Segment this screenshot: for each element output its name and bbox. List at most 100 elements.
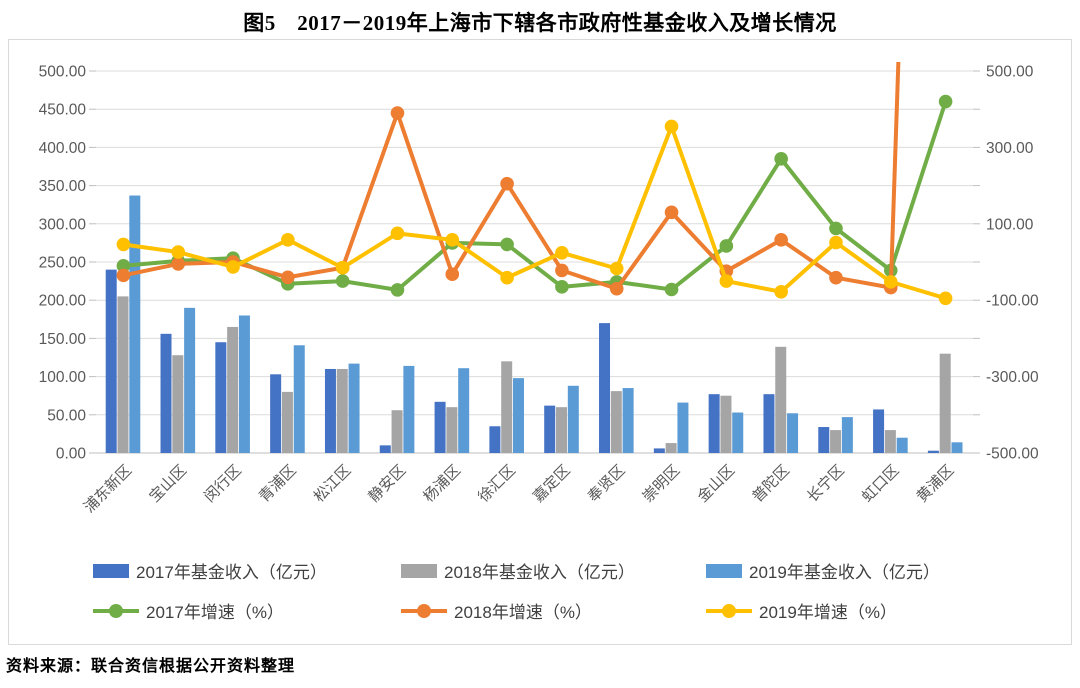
- data-point-marker: [555, 246, 569, 260]
- bar: [567, 385, 579, 453]
- category-label: 静安区: [365, 462, 409, 506]
- bar: [720, 395, 732, 453]
- data-point-marker: [500, 176, 514, 191]
- bar: [238, 315, 250, 453]
- bar: [677, 402, 689, 453]
- chart-area: 0.00 50.00 100.00 150.00 200.00 250.00 300.00 3…: [8, 39, 1072, 645]
- data-point-marker: [445, 233, 460, 247]
- legend-label: 2018年增速（%）: [454, 603, 592, 622]
- bar: [599, 323, 611, 453]
- category-label: 黄浦区: [914, 462, 958, 506]
- legend-swatch-line-2019: [706, 603, 752, 619]
- data-point-marker: [116, 259, 131, 273]
- bar: [105, 269, 117, 453]
- bar: [129, 195, 141, 454]
- left-axis-label: 50.00: [47, 407, 86, 424]
- left-axis-label: 0.00: [56, 446, 87, 463]
- data-point-marker: [445, 267, 460, 282]
- left-axis-label: 250.00: [39, 255, 87, 272]
- left-axis-label: 300.00: [39, 216, 87, 233]
- legend-item-revenue-2018: 2018年基金收入（亿元）: [401, 558, 706, 583]
- data-point-marker: [719, 274, 734, 288]
- category-label: 虹口区: [859, 462, 903, 506]
- line-series-2: [116, 119, 953, 306]
- bar: [446, 407, 458, 453]
- bar: [160, 333, 172, 453]
- data-point-marker: [390, 106, 405, 120]
- data-point-marker: [500, 237, 514, 252]
- data-point-marker: [938, 291, 953, 306]
- data-point-marker: [281, 233, 295, 247]
- bar: [184, 307, 196, 453]
- left-axis-label: 100.00: [39, 369, 87, 386]
- bar: [927, 450, 939, 453]
- left-axis-label: 150.00: [39, 331, 87, 348]
- bar: [787, 413, 799, 453]
- data-point-marker: [664, 205, 679, 220]
- data-point-marker: [883, 275, 898, 289]
- data-point-marker: [829, 221, 843, 236]
- data-point-marker: [774, 152, 788, 166]
- legend-swatch-bar-2018: [401, 563, 437, 578]
- bar: [512, 378, 524, 453]
- bar: [556, 407, 568, 453]
- line-series-1: [116, 62, 901, 296]
- legend-label: 2017年增速（%）: [146, 603, 284, 622]
- bar: [458, 368, 470, 453]
- bar: [544, 405, 556, 453]
- bar: [379, 445, 391, 453]
- category-label: 松江区: [311, 462, 355, 506]
- data-point-marker: [116, 237, 131, 252]
- bar: [653, 448, 665, 453]
- data-point-marker: [664, 119, 679, 134]
- bar: [227, 326, 239, 453]
- chart-canvas: 0.00 50.00 100.00 150.00 200.00 250.00 300.00 3…: [39, 62, 1039, 516]
- legend-item-growth-2017: 2017年增速（%）: [93, 598, 401, 623]
- data-point-marker: [390, 226, 405, 241]
- left-axis-label: 400.00: [39, 140, 87, 157]
- right-axis-label: 500.00: [986, 64, 1034, 81]
- bar: [732, 412, 744, 453]
- data-point-marker: [609, 261, 624, 276]
- bar: [763, 394, 775, 453]
- bar: [818, 427, 830, 453]
- legend-label: 2018年基金收入（亿元）: [444, 563, 635, 582]
- chart-title: 图5 2017－2019年上海市下辖各市政府性基金收入及增长情况: [243, 11, 837, 35]
- bar: [873, 409, 885, 453]
- source-note: 资料来源：联合资信根据公开资料整理: [6, 658, 296, 675]
- category-label: 嘉定区: [530, 462, 574, 506]
- bar: [665, 443, 677, 453]
- category-label: 杨浦区: [420, 462, 464, 506]
- bar: [403, 365, 415, 453]
- legend-swatch-line-2017: [93, 603, 139, 619]
- data-point-marker: [390, 283, 405, 297]
- bar: [489, 426, 501, 453]
- bar: [172, 355, 184, 453]
- legend-row-lines: 2017年增速（%） 2018年增速（%） 2019年增速（%）: [93, 598, 897, 623]
- bar: [939, 353, 951, 453]
- data-point-marker: [171, 245, 186, 259]
- data-point-marker: [938, 94, 953, 109]
- legend-label: 2019年增速（%）: [759, 603, 897, 622]
- data-point-marker: [500, 270, 514, 285]
- data-point-marker: [664, 282, 679, 297]
- data-point-marker: [719, 239, 734, 253]
- data-point-marker: [116, 268, 131, 283]
- bar: [293, 345, 305, 453]
- bar: [336, 368, 348, 453]
- data-point-marker: [335, 274, 350, 288]
- legend-item-revenue-2017: 2017年基金收入（亿元）: [93, 558, 401, 583]
- right-axis-label: 300.00: [986, 140, 1034, 157]
- bar: [281, 391, 293, 453]
- bar: [775, 346, 787, 453]
- bar: [215, 342, 227, 453]
- bar: [951, 442, 963, 453]
- category-label: 长宁区: [804, 462, 848, 506]
- bar: [117, 296, 129, 453]
- data-point-marker: [774, 284, 788, 299]
- bar: [348, 363, 360, 453]
- data-point-marker: [609, 281, 624, 296]
- bar: [841, 417, 853, 453]
- legend-swatch-line-2018: [401, 603, 447, 619]
